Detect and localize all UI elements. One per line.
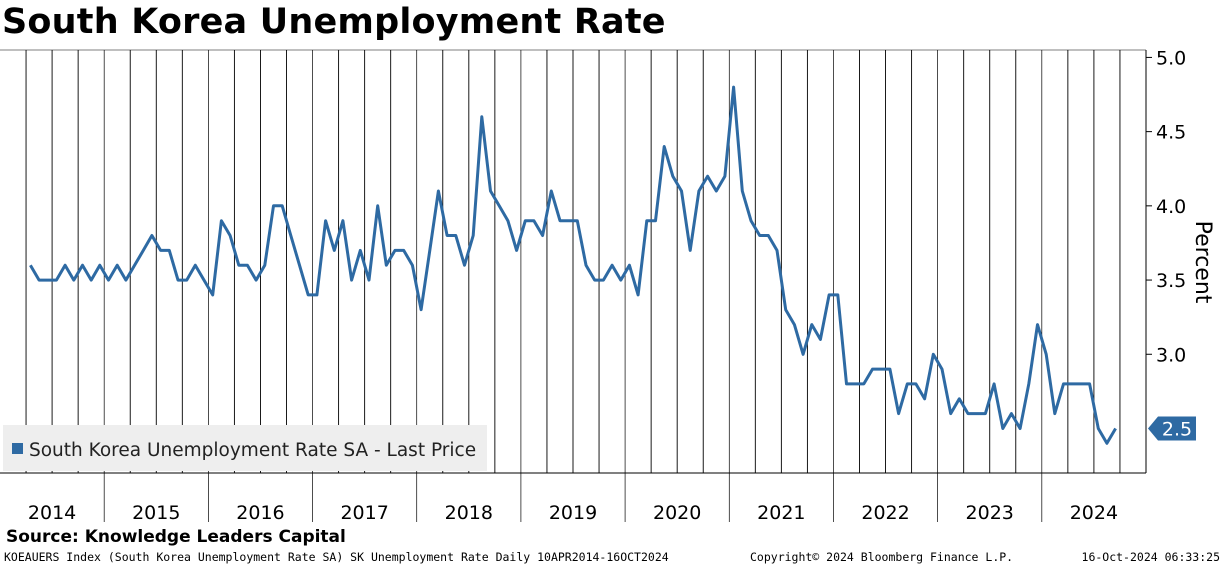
x-tick-label: 2022	[861, 502, 909, 524]
x-tick-label: 2014	[28, 502, 76, 524]
legend-label: South Korea Unemployment Rate SA - Last …	[29, 440, 476, 461]
x-tick-label: 2021	[757, 502, 805, 524]
grid-lines	[25, 50, 1121, 522]
x-tick-label: 2020	[653, 502, 701, 524]
footer-timestamp: 16-Oct-2024 06:33:25	[1081, 550, 1220, 564]
last-value-badge-group: 2.5	[1148, 416, 1196, 441]
x-tick-label: 2015	[132, 502, 180, 524]
y-axis-label: Percent	[1190, 221, 1215, 304]
x-axis-ticks: 2014 2015 2016 2017 2018 2019 2020 2021 2022 2023…	[28, 502, 1118, 524]
last-value-label: 2.5	[1162, 418, 1192, 440]
source-line: Source: Knowledge Leaders Capital	[6, 527, 346, 547]
x-tick-label: 2017	[340, 502, 388, 524]
y-tick-label: 3.5	[1156, 270, 1186, 292]
footer-ticker-info: KOEAUERS Index (South Korea Unemployment…	[4, 550, 669, 564]
x-tick-label: 2023	[966, 502, 1014, 524]
legend-box	[3, 425, 487, 471]
unemployment-rate-series-line	[29, 85, 1117, 445]
axis-frame	[0, 49, 1147, 474]
y-axis-ticks: 5.0 4.5 4.0 3.5 3.0	[1146, 47, 1186, 366]
y-tick-label: 4.5	[1156, 122, 1186, 144]
legend: South Korea Unemployment Rate SA - Last …	[3, 425, 487, 471]
footer-copyright: Copyright© 2024 Bloomberg Finance L.P.	[750, 550, 1014, 564]
x-tick-label: 2024	[1070, 502, 1118, 524]
x-tick-label: 2016	[236, 502, 284, 524]
y-tick-label: 3.0	[1156, 344, 1186, 366]
legend-swatch	[12, 443, 23, 454]
y-tick-label: 4.0	[1156, 196, 1186, 218]
x-tick-label: 2018	[445, 502, 493, 524]
y-tick-label: 5.0	[1156, 47, 1186, 69]
series-group	[29, 85, 1117, 445]
x-tick-label: 2019	[549, 502, 597, 524]
chart-title: South Korea Unemployment Rate	[2, 2, 666, 42]
last-value-badge	[1148, 416, 1196, 441]
